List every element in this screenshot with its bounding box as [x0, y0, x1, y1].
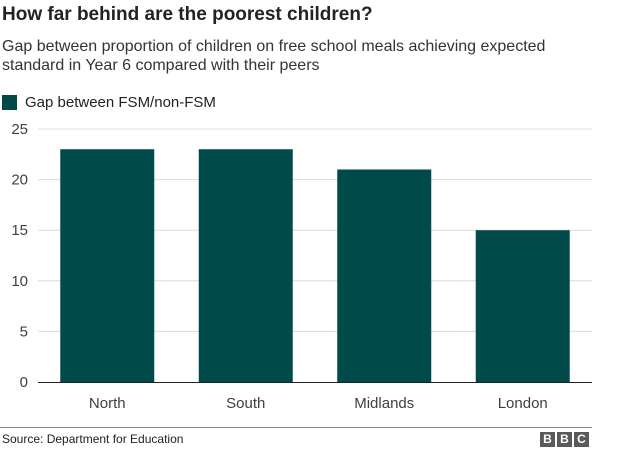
y-tick-label: 10	[11, 273, 28, 290]
legend: Gap between FSM/non-FSM	[2, 93, 216, 111]
y-tick-label: 15	[11, 222, 28, 239]
x-tick-label: London	[498, 395, 548, 412]
x-tick-label: South	[226, 395, 265, 412]
footer-divider	[0, 427, 592, 428]
x-tick-label: North	[89, 395, 126, 412]
y-tick-label: 0	[20, 374, 28, 391]
bar	[198, 149, 293, 382]
legend-label: Gap between FSM/non-FSM	[25, 93, 216, 111]
x-tick-label: Midlands	[354, 395, 414, 412]
bar	[337, 169, 432, 382]
bbc-logo: B B C	[540, 432, 591, 447]
logo-letter: C	[574, 432, 589, 447]
y-tick-label: 25	[11, 121, 28, 138]
source-note: Source: Department for Education	[2, 432, 184, 446]
y-tick-label: 5	[20, 323, 28, 340]
logo-letter: B	[540, 432, 555, 447]
chart-subtitle: Gap between proportion of children on fr…	[2, 38, 546, 74]
logo-letter: B	[557, 432, 572, 447]
bar	[475, 230, 570, 382]
chart-title: How far behind are the poorest children?	[2, 4, 373, 25]
bar	[60, 149, 155, 382]
y-tick-label: 20	[11, 172, 28, 189]
legend-swatch	[2, 94, 17, 110]
